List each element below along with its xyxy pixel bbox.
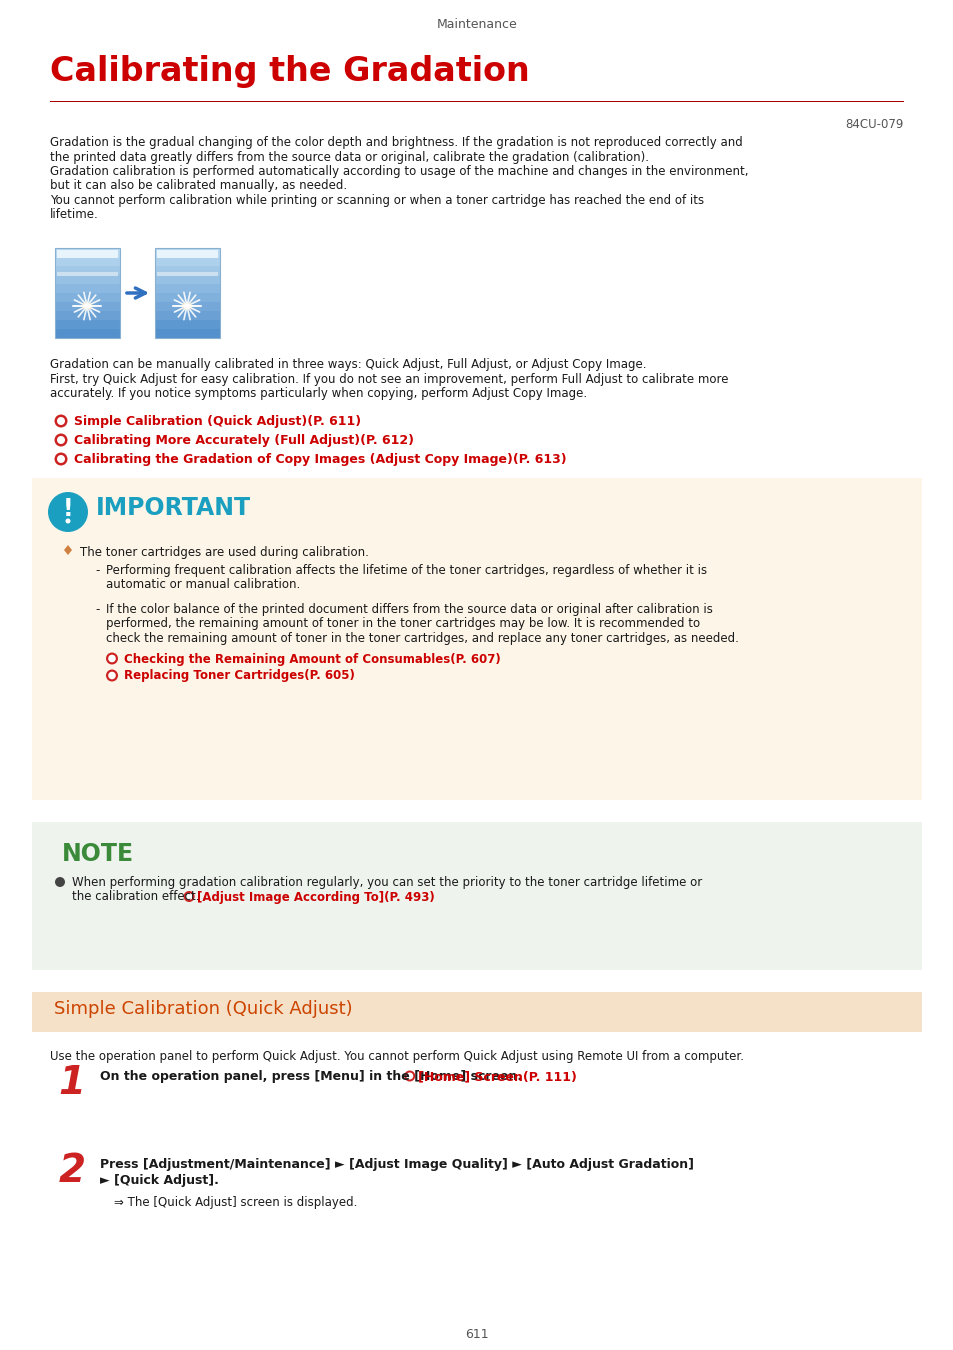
- Text: check the remaining amount of toner in the toner cartridges, and replace any ton: check the remaining amount of toner in t…: [106, 632, 739, 645]
- Circle shape: [57, 436, 65, 444]
- Bar: [55, 302, 120, 311]
- Bar: [57, 250, 118, 258]
- Bar: [55, 256, 120, 266]
- Text: When performing gradation calibration regularly, you can set the priority to the: When performing gradation calibration re…: [71, 876, 701, 890]
- Bar: [154, 266, 220, 275]
- Bar: [154, 248, 220, 256]
- Text: 1: 1: [58, 1064, 86, 1102]
- Text: On the operation panel, press [Menu] in the [Home] screen.: On the operation panel, press [Menu] in …: [100, 1071, 526, 1083]
- Circle shape: [57, 455, 65, 463]
- Bar: [154, 248, 220, 338]
- Text: The toner cartridges are used during calibration.: The toner cartridges are used during cal…: [80, 545, 369, 559]
- Text: Gradation is the gradual changing of the color depth and brightness. If the grad: Gradation is the gradual changing of the…: [50, 136, 742, 148]
- Bar: [154, 275, 220, 284]
- Text: Performing frequent calibration affects the lifetime of the toner cartridges, re: Performing frequent calibration affects …: [106, 564, 706, 576]
- Circle shape: [406, 1072, 413, 1080]
- Text: Checking the Remaining Amount of Consumables(P. 607): Checking the Remaining Amount of Consuma…: [124, 652, 500, 666]
- Bar: [154, 302, 220, 311]
- Bar: [154, 256, 220, 266]
- Text: the calibration effect.: the calibration effect.: [71, 891, 203, 903]
- Bar: [57, 271, 118, 275]
- Bar: [154, 329, 220, 338]
- Bar: [55, 248, 120, 338]
- Text: accurately. If you notice symptoms particularly when copying, perform Adjust Cop: accurately. If you notice symptoms parti…: [50, 387, 586, 400]
- Circle shape: [54, 452, 68, 466]
- Text: 2: 2: [58, 1152, 86, 1189]
- Text: Calibrating the Gradation: Calibrating the Gradation: [50, 55, 529, 88]
- Text: Calibrating the Gradation of Copy Images (Adjust Copy Image)(P. 613): Calibrating the Gradation of Copy Images…: [74, 454, 566, 466]
- Text: lifetime.: lifetime.: [50, 208, 99, 221]
- Text: 84CU-079: 84CU-079: [844, 117, 903, 131]
- Text: Use the operation panel to perform Quick Adjust. You cannot perform Quick Adjust: Use the operation panel to perform Quick…: [50, 1050, 743, 1062]
- Circle shape: [183, 891, 194, 902]
- Bar: [154, 310, 220, 320]
- Circle shape: [108, 672, 115, 679]
- Text: performed, the remaining amount of toner in the toner cartridges may be low. It : performed, the remaining amount of toner…: [106, 617, 700, 630]
- Bar: [154, 320, 220, 329]
- Text: Gradation calibration is performed automatically according to usage of the machi: Gradation calibration is performed autom…: [50, 165, 748, 178]
- Bar: [55, 275, 120, 284]
- Bar: [55, 266, 120, 275]
- Bar: [157, 250, 218, 258]
- Bar: [55, 284, 120, 293]
- Bar: [55, 248, 120, 256]
- Text: Simple Calibration (Quick Adjust): Simple Calibration (Quick Adjust): [54, 1000, 353, 1018]
- Circle shape: [106, 670, 118, 682]
- Text: automatic or manual calibration.: automatic or manual calibration.: [106, 579, 300, 591]
- Text: Calibrating More Accurately (Full Adjust)(P. 612): Calibrating More Accurately (Full Adjust…: [74, 433, 414, 447]
- Text: ► [Quick Adjust].: ► [Quick Adjust].: [100, 1174, 218, 1187]
- Circle shape: [55, 878, 65, 887]
- Bar: [157, 271, 218, 275]
- Text: NOTE: NOTE: [62, 842, 134, 865]
- Text: Gradation can be manually calibrated in three ways: Quick Adjust, Full Adjust, o: Gradation can be manually calibrated in …: [50, 358, 646, 371]
- Text: -: -: [95, 564, 99, 576]
- Text: [Adjust Image According To](P. 493): [Adjust Image According To](P. 493): [197, 891, 435, 903]
- Ellipse shape: [82, 302, 91, 309]
- Bar: [55, 293, 120, 302]
- Bar: [154, 293, 220, 302]
- Text: ⇒ The [Quick Adjust] screen is displayed.: ⇒ The [Quick Adjust] screen is displayed…: [113, 1196, 357, 1210]
- Bar: [55, 329, 120, 338]
- Circle shape: [48, 491, 88, 532]
- Bar: [154, 284, 220, 293]
- Text: but it can also be calibrated manually, as needed.: but it can also be calibrated manually, …: [50, 180, 347, 193]
- Bar: [50, 100, 903, 103]
- Text: You cannot perform calibration while printing or scanning or when a toner cartri: You cannot perform calibration while pri…: [50, 194, 703, 207]
- Bar: [32, 478, 921, 801]
- Bar: [55, 320, 120, 329]
- Bar: [32, 822, 921, 971]
- Text: !: !: [63, 497, 73, 521]
- Text: First, try Quick Adjust for easy calibration. If you do not see an improvement, : First, try Quick Adjust for easy calibra…: [50, 373, 728, 386]
- Text: Replacing Toner Cartridges(P. 605): Replacing Toner Cartridges(P. 605): [124, 670, 355, 683]
- Text: Maintenance: Maintenance: [436, 18, 517, 31]
- Text: IMPORTANT: IMPORTANT: [96, 495, 251, 520]
- Circle shape: [54, 414, 68, 428]
- Circle shape: [404, 1071, 415, 1081]
- Text: Press [Adjustment/Maintenance] ► [Adjust Image Quality] ► [Auto Adjust Gradation: Press [Adjustment/Maintenance] ► [Adjust…: [100, 1158, 693, 1170]
- Circle shape: [57, 417, 65, 425]
- Bar: [32, 992, 921, 1031]
- Ellipse shape: [182, 302, 192, 309]
- Circle shape: [66, 518, 71, 524]
- Circle shape: [108, 655, 115, 663]
- Text: -: -: [95, 603, 99, 616]
- Polygon shape: [64, 545, 71, 555]
- Bar: [55, 310, 120, 320]
- Text: the printed data greatly differs from the source data or original, calibrate the: the printed data greatly differs from th…: [50, 150, 648, 163]
- Circle shape: [54, 433, 68, 447]
- Text: [Home] Screen(P. 111): [Home] Screen(P. 111): [417, 1071, 576, 1083]
- Circle shape: [106, 652, 118, 664]
- Text: If the color balance of the printed document differs from the source data or ori: If the color balance of the printed docu…: [106, 603, 712, 616]
- Text: 611: 611: [465, 1328, 488, 1341]
- Circle shape: [186, 892, 193, 900]
- Text: Simple Calibration (Quick Adjust)(P. 611): Simple Calibration (Quick Adjust)(P. 611…: [74, 414, 361, 428]
